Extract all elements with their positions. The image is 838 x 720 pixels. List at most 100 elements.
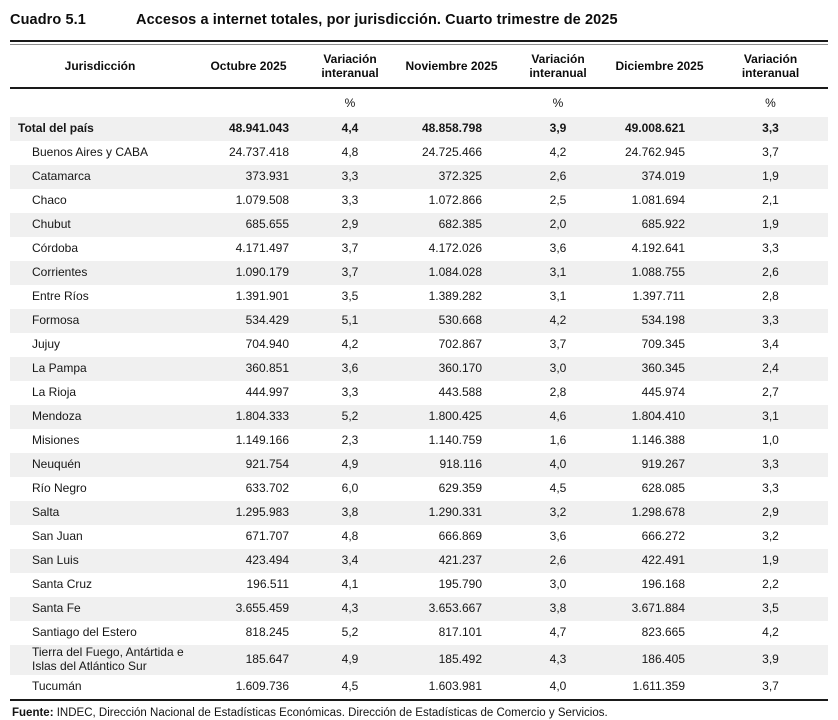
value-cell: 2,6 <box>549 169 567 184</box>
jurisdiction-cell: Total del país <box>18 121 94 136</box>
value-cell: 3,3 <box>762 481 779 496</box>
unit-cell-empty <box>393 88 510 117</box>
value-cell: 1.290.331 <box>428 505 482 520</box>
value-cell: 373.931 <box>245 169 289 184</box>
table-caption: Cuadro 5.1 Accesos a internet totales, p… <box>10 6 828 40</box>
value-cell: 372.325 <box>438 169 482 184</box>
value-cell: 1.800.425 <box>428 409 482 424</box>
top-rule-thick <box>10 40 828 42</box>
value-cell: 1,6 <box>549 433 567 448</box>
value-cell: 185.647 <box>245 651 289 666</box>
column-header-variacion-1: Variación interanual <box>307 45 393 89</box>
value-cell: 1.084.028 <box>428 265 482 280</box>
table-row: Formosa 534.429 5,1 530.668 4,2 534.198 3,3 <box>10 309 828 333</box>
table-row: Santa Fe 3.655.459 4,3 3.653.667 3,8 3.671.88… <box>10 597 828 621</box>
column-header-octubre: Octubre 2025 <box>190 45 307 89</box>
jurisdiction-cell: San Luis <box>32 553 79 568</box>
value-cell: 3,0 <box>549 577 567 592</box>
value-cell: 3,8 <box>549 601 567 616</box>
column-header-diciembre: Diciembre 2025 <box>606 45 713 89</box>
value-cell: 3,7 <box>341 241 359 256</box>
unit-cell-percent-3: % <box>765 96 776 110</box>
unit-cell-percent-2: % <box>552 96 564 110</box>
value-cell: 3,3 <box>762 457 779 472</box>
table-row: Mendoza 1.804.333 5,2 1.800.425 4,6 1.804.410… <box>10 405 828 429</box>
table-row: Chaco 1.079.508 3,3 1.072.866 2,5 1.081.694 2,… <box>10 189 828 213</box>
value-cell: 3,1 <box>549 265 567 280</box>
value-cell: 4,0 <box>510 674 606 701</box>
table-row: Santa Cruz 196.511 4,1 195.790 3,0 196.168 2,2 <box>10 573 828 597</box>
value-cell: 3,9 <box>549 121 567 136</box>
value-cell: 4.192.641 <box>631 241 685 256</box>
value-cell: 4,2 <box>762 625 779 640</box>
value-cell: 5,1 <box>341 313 359 328</box>
value-cell: 1.088.755 <box>631 265 685 280</box>
value-cell: 48.941.043 <box>228 121 289 136</box>
value-cell: 360.851 <box>245 361 289 376</box>
value-cell: 360.170 <box>438 361 482 376</box>
jurisdiction-cell: Catamarca <box>32 169 91 184</box>
value-cell: 629.359 <box>438 481 482 496</box>
value-cell: 2,0 <box>549 217 567 232</box>
value-cell: 4,5 <box>307 674 393 701</box>
value-cell: 2,5 <box>549 193 567 208</box>
value-cell: 4,7 <box>549 625 567 640</box>
value-cell: 919.267 <box>641 457 685 472</box>
unit-row: % % % <box>10 88 828 117</box>
value-cell: 2,1 <box>762 193 779 208</box>
value-cell: 1.603.981 <box>393 674 510 701</box>
value-cell: 421.237 <box>438 553 482 568</box>
value-cell: 2,6 <box>549 553 567 568</box>
value-cell: 2,7 <box>762 385 779 400</box>
table-row: Catamarca 373.931 3,3 372.325 2,6 374.019 1,9 <box>10 165 828 189</box>
table-body: Total del país 48.941.043 4,4 48.858.798 3,9… <box>10 117 828 701</box>
value-cell: 2,6 <box>762 265 779 280</box>
table-number: Cuadro 5.1 <box>10 12 86 28</box>
value-cell: 4,2 <box>549 313 567 328</box>
value-cell: 1.804.333 <box>235 409 289 424</box>
value-cell: 49.008.621 <box>624 121 685 136</box>
value-cell: 3,3 <box>341 169 359 184</box>
value-cell: 3,6 <box>341 361 359 376</box>
value-cell: 1.609.736 <box>190 674 307 701</box>
table-row: Tierra del Fuego, Antártida e Islas del … <box>10 645 828 675</box>
value-cell: 444.997 <box>245 385 289 400</box>
jurisdiction-cell: Salta <box>32 505 60 520</box>
value-cell: 3,3 <box>762 313 779 328</box>
value-cell: 4,0 <box>549 457 567 472</box>
value-cell: 3,1 <box>549 289 567 304</box>
value-cell: 4,2 <box>549 145 567 160</box>
value-cell: 443.588 <box>438 385 482 400</box>
value-cell: 4.172.026 <box>428 241 482 256</box>
value-cell: 48.858.798 <box>421 121 482 136</box>
jurisdiction-cell: Mendoza <box>32 409 82 424</box>
value-cell: 3,9 <box>762 651 779 666</box>
value-cell: 24.725.466 <box>421 145 482 160</box>
value-cell: 4.171.497 <box>235 241 289 256</box>
value-cell: 534.198 <box>641 313 685 328</box>
jurisdiction-cell: Córdoba <box>32 241 79 256</box>
value-cell: 685.922 <box>641 217 685 232</box>
value-cell: 423.494 <box>245 553 289 568</box>
value-cell: 2,9 <box>762 505 779 520</box>
data-table: Jurisdicción Octubre 2025 Variación inte… <box>10 45 828 701</box>
value-cell: 702.867 <box>438 337 482 352</box>
value-cell: 3,5 <box>341 289 359 304</box>
table-row: Jujuy 704.940 4,2 702.867 3,7 709.345 3,4 <box>10 333 828 357</box>
value-cell: 1.397.711 <box>632 289 686 304</box>
value-cell: 666.272 <box>641 529 685 544</box>
value-cell: 3,2 <box>762 529 779 544</box>
jurisdiction-cell: La Pampa <box>32 361 87 376</box>
value-cell: 1,0 <box>762 433 779 448</box>
value-cell: 445.974 <box>641 385 685 400</box>
table-row: Córdoba 4.171.497 3,7 4.172.026 3,6 4.192.641… <box>10 237 828 261</box>
table-row: Salta 1.295.983 3,8 1.290.331 3,2 1.298.678 2,… <box>10 501 828 525</box>
value-cell: 3,7 <box>341 265 359 280</box>
jurisdiction-cell: Santiago del Estero <box>32 625 137 640</box>
table-row: Total del país 48.941.043 4,4 48.858.798 3,9… <box>10 117 828 141</box>
value-cell: 2,9 <box>341 217 359 232</box>
value-cell: 422.491 <box>641 553 685 568</box>
value-cell: 4,8 <box>341 529 359 544</box>
value-cell: 24.762.945 <box>624 145 685 160</box>
table-row: Misiones 1.149.166 2,3 1.140.759 1,6 1.146.38… <box>10 429 828 453</box>
